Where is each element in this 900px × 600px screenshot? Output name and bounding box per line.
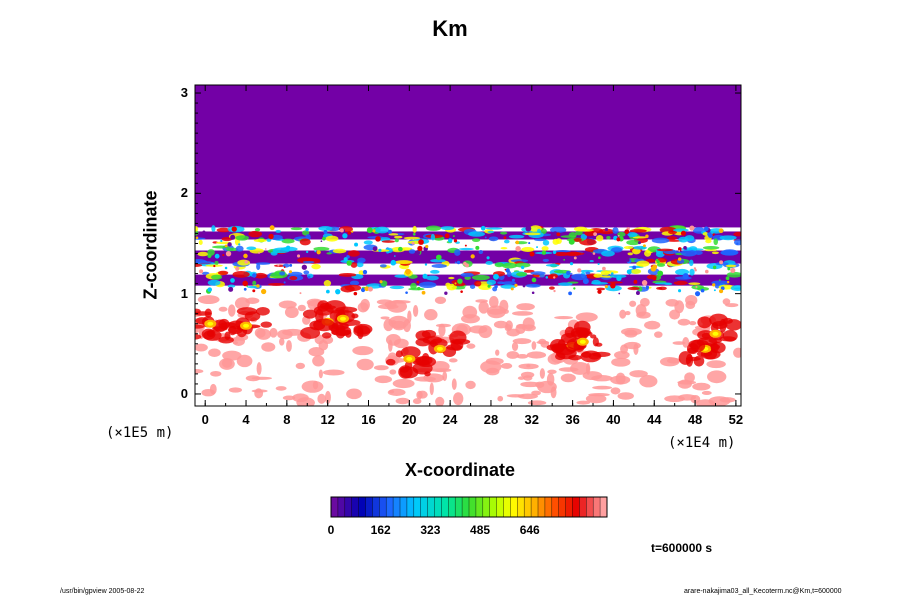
x-tick-label: 24 bbox=[442, 412, 458, 427]
colorbar-cell bbox=[462, 497, 470, 517]
colorbar-tick-label: 162 bbox=[370, 523, 391, 537]
colorbar-cell bbox=[393, 497, 401, 517]
turbulent-band-2 bbox=[195, 244, 741, 270]
x-tick-label: 20 bbox=[402, 412, 417, 427]
colorbar-cell bbox=[558, 497, 566, 517]
colorbar-cell bbox=[427, 497, 435, 517]
chart-title: Km bbox=[432, 16, 468, 41]
colorbar-cell bbox=[344, 497, 352, 517]
colorbar-cell bbox=[489, 497, 497, 517]
x-tick-label: 44 bbox=[647, 412, 662, 427]
colorbar-cell bbox=[544, 497, 553, 517]
colorbar-cell bbox=[600, 497, 608, 517]
colorbar-cell bbox=[379, 497, 387, 517]
colorbar-cell bbox=[448, 497, 456, 517]
colorbar-cell bbox=[413, 497, 421, 517]
colorbar-frame bbox=[330, 496, 608, 518]
band-speckles bbox=[195, 225, 739, 297]
colorbar-cell bbox=[434, 497, 442, 517]
y-axis-label: Z-coordinate bbox=[140, 190, 161, 300]
x-tick-label: 52 bbox=[728, 412, 744, 427]
y-tick-label: 0 bbox=[180, 385, 188, 401]
axis-ticks bbox=[195, 85, 741, 406]
y-tick-label: 3 bbox=[180, 85, 188, 101]
colorbar-cell bbox=[441, 497, 449, 517]
x-axis-label: X-coordinate bbox=[405, 460, 516, 480]
heatmap-field bbox=[195, 85, 741, 406]
colorbar-cell bbox=[586, 497, 594, 517]
x-tick-label: 36 bbox=[565, 412, 580, 427]
turbulent-band-1 bbox=[195, 225, 741, 246]
colorbar-cell bbox=[510, 497, 518, 517]
x-tick-label: 40 bbox=[606, 412, 621, 427]
colorbar-cell bbox=[551, 497, 559, 517]
x-tick-label: 16 bbox=[361, 412, 376, 427]
colorbar-tick-label: 485 bbox=[470, 523, 491, 537]
colorbar bbox=[330, 496, 608, 518]
plot-frame bbox=[194, 84, 742, 407]
x-scale-label: (×1E4 m) bbox=[668, 435, 736, 451]
y-scale-label: (×1E5 m) bbox=[106, 425, 174, 441]
colorbar-cell bbox=[572, 497, 580, 517]
colorbar-cell bbox=[482, 497, 490, 517]
colorbar-cell bbox=[579, 497, 587, 517]
footer-right: arare-nakajima03_all_Kecoterm.nc@Km,t=60… bbox=[684, 588, 842, 595]
colorbar-cell bbox=[496, 497, 504, 517]
colorbar-cell bbox=[400, 497, 408, 517]
y-tick-label: 2 bbox=[180, 185, 188, 201]
colorbar-cell bbox=[365, 497, 373, 517]
colorbar-cell bbox=[358, 497, 366, 517]
colorbar-cell bbox=[469, 497, 477, 517]
colorbar-cell bbox=[531, 497, 539, 517]
colorbar-cell bbox=[565, 497, 573, 517]
colorbar-cell bbox=[455, 497, 463, 517]
y-tick-label: 1 bbox=[180, 285, 188, 301]
lower-patches bbox=[195, 294, 741, 406]
x-tick-label: 4 bbox=[242, 412, 250, 427]
colorbar-cell bbox=[503, 497, 511, 517]
colorbar-tick-label: 323 bbox=[420, 523, 441, 537]
colorbar-cell bbox=[351, 497, 359, 517]
colorbar-cell bbox=[372, 497, 380, 517]
colorbar-cell bbox=[538, 497, 546, 517]
time-label: t=600000 s bbox=[651, 541, 713, 555]
colorbar-cell bbox=[517, 497, 525, 517]
colorbar-cell bbox=[331, 497, 339, 517]
upper-uniform-region bbox=[195, 85, 741, 228]
x-tick-label: 0 bbox=[201, 412, 209, 427]
colorbar-cell bbox=[406, 497, 415, 517]
colorbar-cell bbox=[337, 497, 346, 517]
footer-left: /usr/bin/gpview 2005-08-22 bbox=[60, 588, 145, 595]
colorbar-cell bbox=[420, 497, 428, 517]
colorbar-cell bbox=[475, 497, 484, 517]
colorbar-cell bbox=[386, 497, 394, 517]
colorbar-tick-label: 646 bbox=[519, 523, 540, 537]
x-tick-label: 28 bbox=[483, 412, 499, 427]
colorbar-cell bbox=[524, 497, 532, 517]
x-tick-label: 12 bbox=[320, 412, 335, 427]
colorbar-cell bbox=[593, 497, 601, 517]
x-tick-label: 48 bbox=[687, 412, 703, 427]
colorbar-tick-label: 0 bbox=[327, 523, 335, 537]
x-tick-label: 32 bbox=[524, 412, 540, 427]
x-tick-label: 8 bbox=[283, 412, 291, 427]
